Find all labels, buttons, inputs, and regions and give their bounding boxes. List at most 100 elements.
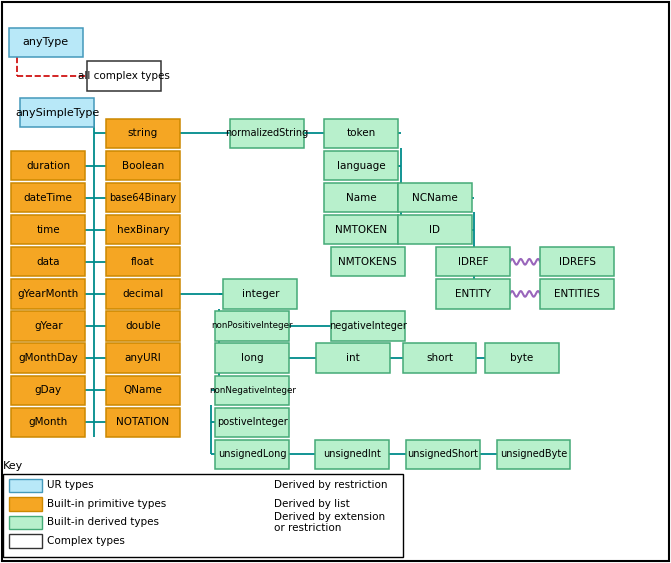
FancyBboxPatch shape	[106, 343, 180, 373]
Text: Derived by list: Derived by list	[274, 499, 350, 509]
Text: anyURI: anyURI	[125, 353, 161, 363]
FancyBboxPatch shape	[11, 408, 85, 437]
FancyBboxPatch shape	[215, 440, 289, 469]
FancyBboxPatch shape	[436, 247, 510, 276]
FancyBboxPatch shape	[11, 247, 85, 276]
Text: unsignedShort: unsignedShort	[407, 449, 478, 459]
FancyBboxPatch shape	[403, 343, 476, 373]
Text: base64Binary: base64Binary	[109, 193, 176, 203]
FancyBboxPatch shape	[324, 151, 398, 180]
Text: anySimpleType: anySimpleType	[15, 108, 99, 118]
FancyBboxPatch shape	[106, 408, 180, 437]
Text: Built-in derived types: Built-in derived types	[47, 517, 159, 528]
FancyBboxPatch shape	[9, 28, 83, 57]
FancyBboxPatch shape	[215, 376, 289, 405]
FancyBboxPatch shape	[106, 311, 180, 341]
Text: unsignedLong: unsignedLong	[218, 449, 287, 459]
Text: nonPositiveInteger: nonPositiveInteger	[211, 321, 293, 330]
Text: short: short	[426, 353, 453, 363]
FancyBboxPatch shape	[540, 247, 614, 276]
Text: byte: byte	[511, 353, 533, 363]
Text: anyType: anyType	[23, 37, 68, 47]
Text: decimal: decimal	[122, 289, 164, 299]
Text: gYear: gYear	[34, 321, 62, 331]
FancyBboxPatch shape	[324, 183, 398, 212]
FancyBboxPatch shape	[106, 279, 180, 309]
FancyBboxPatch shape	[106, 376, 180, 405]
FancyBboxPatch shape	[315, 440, 389, 469]
Text: ENTITIES: ENTITIES	[554, 289, 600, 299]
FancyBboxPatch shape	[223, 279, 297, 309]
Text: unsignedInt: unsignedInt	[323, 449, 380, 459]
Text: IDREFS: IDREFS	[558, 257, 596, 267]
Text: postiveInteger: postiveInteger	[217, 417, 288, 427]
FancyBboxPatch shape	[9, 479, 42, 492]
Text: unsignedByte: unsignedByte	[500, 449, 567, 459]
Text: NOTATION: NOTATION	[116, 417, 170, 427]
FancyBboxPatch shape	[11, 183, 85, 212]
Text: token: token	[346, 128, 376, 138]
Text: normalizedString: normalizedString	[225, 128, 309, 138]
FancyBboxPatch shape	[398, 215, 472, 244]
Text: Name: Name	[346, 193, 376, 203]
Text: language: language	[337, 160, 385, 171]
FancyBboxPatch shape	[485, 343, 559, 373]
Text: ID: ID	[429, 225, 440, 235]
FancyBboxPatch shape	[324, 119, 398, 148]
FancyBboxPatch shape	[331, 311, 405, 341]
Text: time: time	[36, 225, 60, 235]
Text: dateTime: dateTime	[24, 193, 72, 203]
FancyBboxPatch shape	[106, 215, 180, 244]
FancyBboxPatch shape	[11, 311, 85, 341]
Text: negativeInteger: negativeInteger	[329, 321, 407, 331]
Text: gMonthDay: gMonthDay	[18, 353, 79, 363]
FancyBboxPatch shape	[540, 279, 614, 309]
Text: Boolean: Boolean	[122, 160, 164, 171]
FancyBboxPatch shape	[106, 247, 180, 276]
FancyBboxPatch shape	[324, 215, 398, 244]
FancyBboxPatch shape	[436, 279, 510, 309]
Text: hexBinary: hexBinary	[117, 225, 169, 235]
FancyBboxPatch shape	[106, 119, 180, 148]
Text: Built-in primitive types: Built-in primitive types	[47, 499, 166, 509]
Text: int: int	[346, 353, 360, 363]
FancyBboxPatch shape	[11, 279, 85, 309]
FancyBboxPatch shape	[215, 311, 289, 341]
FancyBboxPatch shape	[106, 183, 180, 212]
Text: all complex types: all complex types	[79, 71, 170, 81]
FancyBboxPatch shape	[316, 343, 390, 373]
Text: Derived by restriction: Derived by restriction	[274, 480, 387, 490]
FancyBboxPatch shape	[497, 440, 570, 469]
FancyBboxPatch shape	[11, 151, 85, 180]
FancyBboxPatch shape	[9, 534, 42, 548]
Text: gMonth: gMonth	[29, 417, 68, 427]
FancyBboxPatch shape	[406, 440, 480, 469]
Text: NCName: NCName	[412, 193, 458, 203]
Text: IDREF: IDREF	[458, 257, 488, 267]
FancyBboxPatch shape	[87, 61, 161, 91]
Text: Derived by extension
or restriction: Derived by extension or restriction	[274, 512, 385, 533]
Text: QName: QName	[123, 385, 162, 395]
Text: NMTOKENS: NMTOKENS	[338, 257, 397, 267]
FancyBboxPatch shape	[215, 408, 289, 437]
FancyBboxPatch shape	[398, 183, 472, 212]
Text: double: double	[125, 321, 161, 331]
Text: float: float	[131, 257, 155, 267]
FancyBboxPatch shape	[106, 151, 180, 180]
FancyBboxPatch shape	[11, 376, 85, 405]
Text: gYearMonth: gYearMonth	[17, 289, 79, 299]
Text: gDay: gDay	[35, 385, 62, 395]
Text: ENTITY: ENTITY	[455, 289, 491, 299]
FancyBboxPatch shape	[3, 474, 403, 557]
Text: NMTOKEN: NMTOKEN	[335, 225, 387, 235]
Text: Complex types: Complex types	[47, 536, 125, 546]
FancyBboxPatch shape	[11, 343, 85, 373]
FancyBboxPatch shape	[9, 497, 42, 511]
FancyBboxPatch shape	[11, 215, 85, 244]
FancyBboxPatch shape	[230, 119, 304, 148]
FancyBboxPatch shape	[9, 516, 42, 529]
Text: data: data	[36, 257, 60, 267]
Text: duration: duration	[26, 160, 70, 171]
Text: long: long	[241, 353, 264, 363]
Text: string: string	[127, 128, 158, 138]
